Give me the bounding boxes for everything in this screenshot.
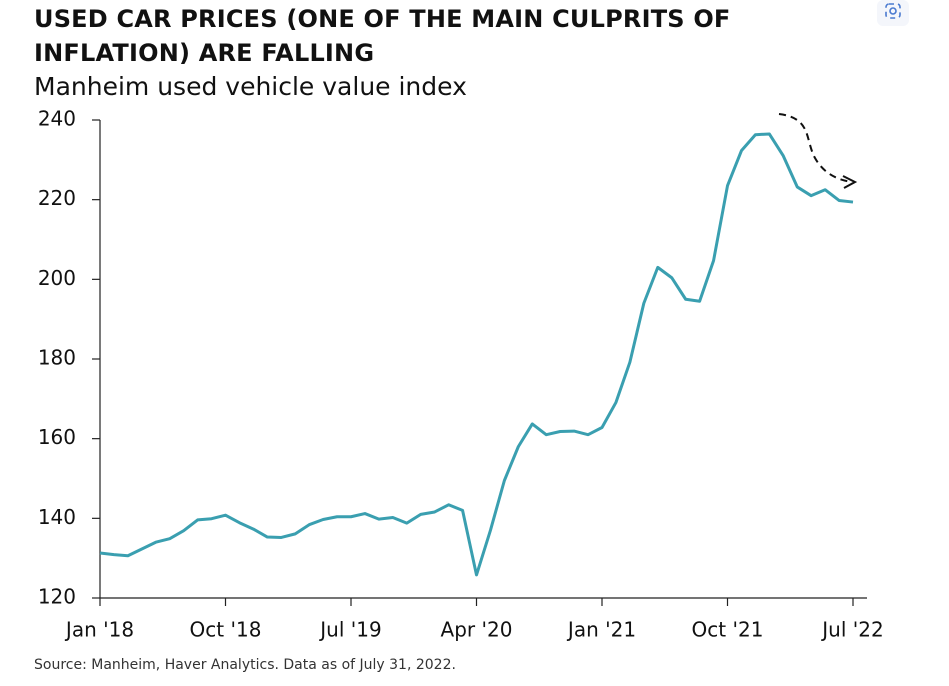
source-note: Source: Manheim, Haver Analytics. Data a… — [34, 657, 456, 673]
chart-subtitle: Manheim used vehicle value index — [34, 72, 467, 101]
x-tick-label: Jan '18 — [64, 618, 134, 642]
chart-title: USED CAR PRICES (ONE OF THE MAIN CULPRIT… — [34, 5, 731, 67]
y-tick-label: 240 — [38, 107, 76, 131]
y-tick-label: 140 — [38, 505, 76, 529]
y-tick-label: 180 — [38, 346, 76, 370]
x-tick-label: Jul '22 — [820, 618, 883, 642]
x-tick-label: Jul '19 — [318, 618, 381, 642]
y-tick-label: 120 — [38, 585, 76, 609]
icon-dot — [889, 7, 897, 15]
x-tick-label: Jan '21 — [566, 618, 636, 642]
trend-arrow — [778, 113, 853, 183]
y-tick-label: 220 — [38, 186, 76, 210]
icon[interactable] — [885, 3, 901, 19]
x-tick-label: Oct '18 — [190, 618, 262, 642]
y-tick-label: 200 — [38, 266, 76, 290]
icon-bg[interactable] — [877, 0, 909, 26]
trend-arrow-head — [842, 175, 858, 189]
x-tick-label: Oct '21 — [692, 618, 764, 642]
x-tick-label: Apr '20 — [441, 618, 513, 642]
data-line — [99, 132, 854, 577]
y-tick-label: 160 — [38, 425, 76, 449]
